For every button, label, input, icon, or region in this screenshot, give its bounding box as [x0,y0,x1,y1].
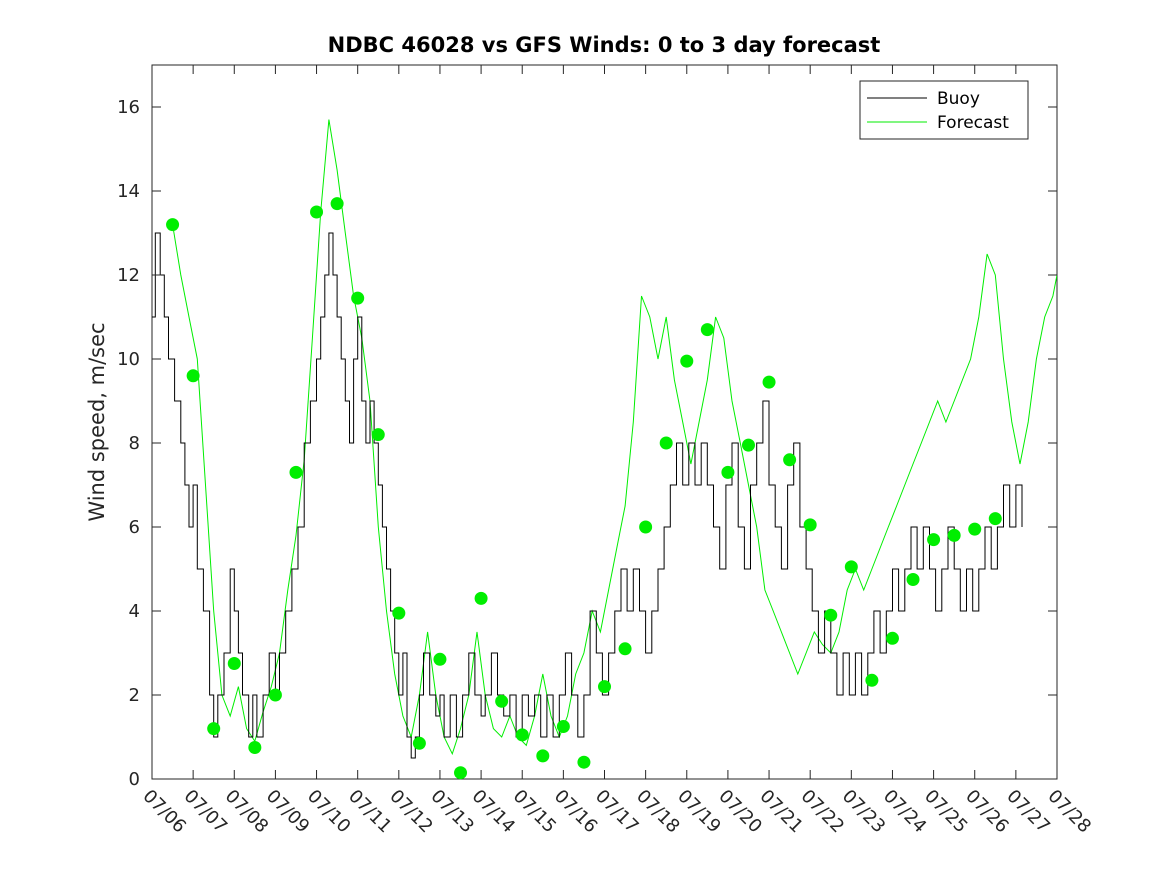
forecast-marker [412,736,426,750]
y-tick-label: 4 [129,601,140,622]
forecast-marker [454,766,468,780]
x-tick-label: 07/06 [138,786,190,838]
x-tick-label: 07/10 [303,786,355,838]
x-tick-label: 07/21 [756,786,808,838]
forecast-marker [803,518,817,532]
forecast-marker [495,694,509,708]
forecast-marker [577,755,591,769]
forecast-marker [515,728,529,742]
legend: Buoy Forecast [859,80,1029,140]
forecast-marker [947,528,961,542]
forecast-marker-layer [166,197,1002,780]
x-tick-label: 07/16 [550,786,602,838]
x-tick-label: 07/27 [1002,786,1054,838]
forecast-marker [598,680,611,694]
x-tick-label: 07/22 [797,786,849,838]
forecast-marker [310,205,324,219]
forecast-marker [536,749,550,763]
x-tick-label: 07/13 [426,786,478,838]
forecast-marker [186,369,200,383]
forecast-marker [207,722,221,736]
forecast-marker [844,560,858,574]
forecast-marker [783,453,797,467]
x-tick-label: 07/07 [180,786,232,838]
forecast-marker [906,573,920,586]
x-tick-label: 07/15 [509,786,561,838]
forecast-marker [330,197,344,211]
x-tick-label: 07/11 [344,786,396,838]
forecast-marker [885,631,899,645]
forecast-marker [988,512,1002,526]
x-tick-label: 07/20 [714,786,766,838]
x-tick-label: 07/25 [920,786,972,838]
x-tick-label: 07/23 [838,786,890,838]
forecast-marker [762,375,776,389]
forecast-marker [351,291,365,305]
legend-forecast-label: Forecast [937,113,1009,133]
forecast-marker [927,533,941,547]
y-tick-label: 2 [129,685,140,706]
x-tick-label: 07/08 [221,786,273,838]
forecast-marker [371,428,385,442]
buoy-line [152,232,1023,759]
x-tick-label: 07/24 [879,786,931,838]
y-tick-label: 14 [117,181,140,202]
x-tick-label: 07/14 [468,786,520,838]
forecast-marker [227,657,241,670]
x-tick-label: 07/28 [1043,786,1095,838]
chart-title: NDBC 46028 vs GFS Winds: 0 to 3 day fore… [328,33,881,57]
forecast-marker [700,323,714,337]
y-tick-label: 0 [129,769,140,790]
forecast-marker [968,522,982,536]
forecast-marker [721,465,735,479]
forecast-marker [392,606,406,620]
forecast-marker [433,652,447,666]
forecast-marker [741,438,755,452]
y-tick-label: 16 [117,97,140,118]
y-tick-label: 10 [117,349,140,370]
x-tick-label: 07/18 [632,786,684,838]
forecast-marker [166,218,180,232]
forecast-marker [556,720,570,733]
y-tick-label: 12 [117,265,140,286]
forecast-marker [824,608,838,622]
forecast-marker [474,591,488,605]
forecast-marker [289,465,303,479]
forecast-marker [659,436,673,450]
legend-box [859,80,1029,140]
y-tick-label: 8 [129,433,140,454]
x-tick-label: 07/19 [673,786,725,838]
forecast-marker [639,520,653,534]
forecast-marker [248,741,262,754]
x-tick-label: 07/26 [961,786,1013,838]
x-tick-label: 07/09 [262,786,314,838]
y-tick-label: 6 [129,517,140,538]
forecast-marker [865,673,879,687]
plot-area-frame [151,64,1058,780]
x-tick-label: 07/17 [591,786,643,838]
forecast-marker [680,354,694,368]
forecast-marker [268,688,282,702]
y-axis-label: Wind speed, m/sec [85,322,109,521]
forecast-marker [618,642,632,656]
legend-buoy-label: Buoy [937,89,980,109]
x-tick-label: 07/12 [385,786,437,838]
